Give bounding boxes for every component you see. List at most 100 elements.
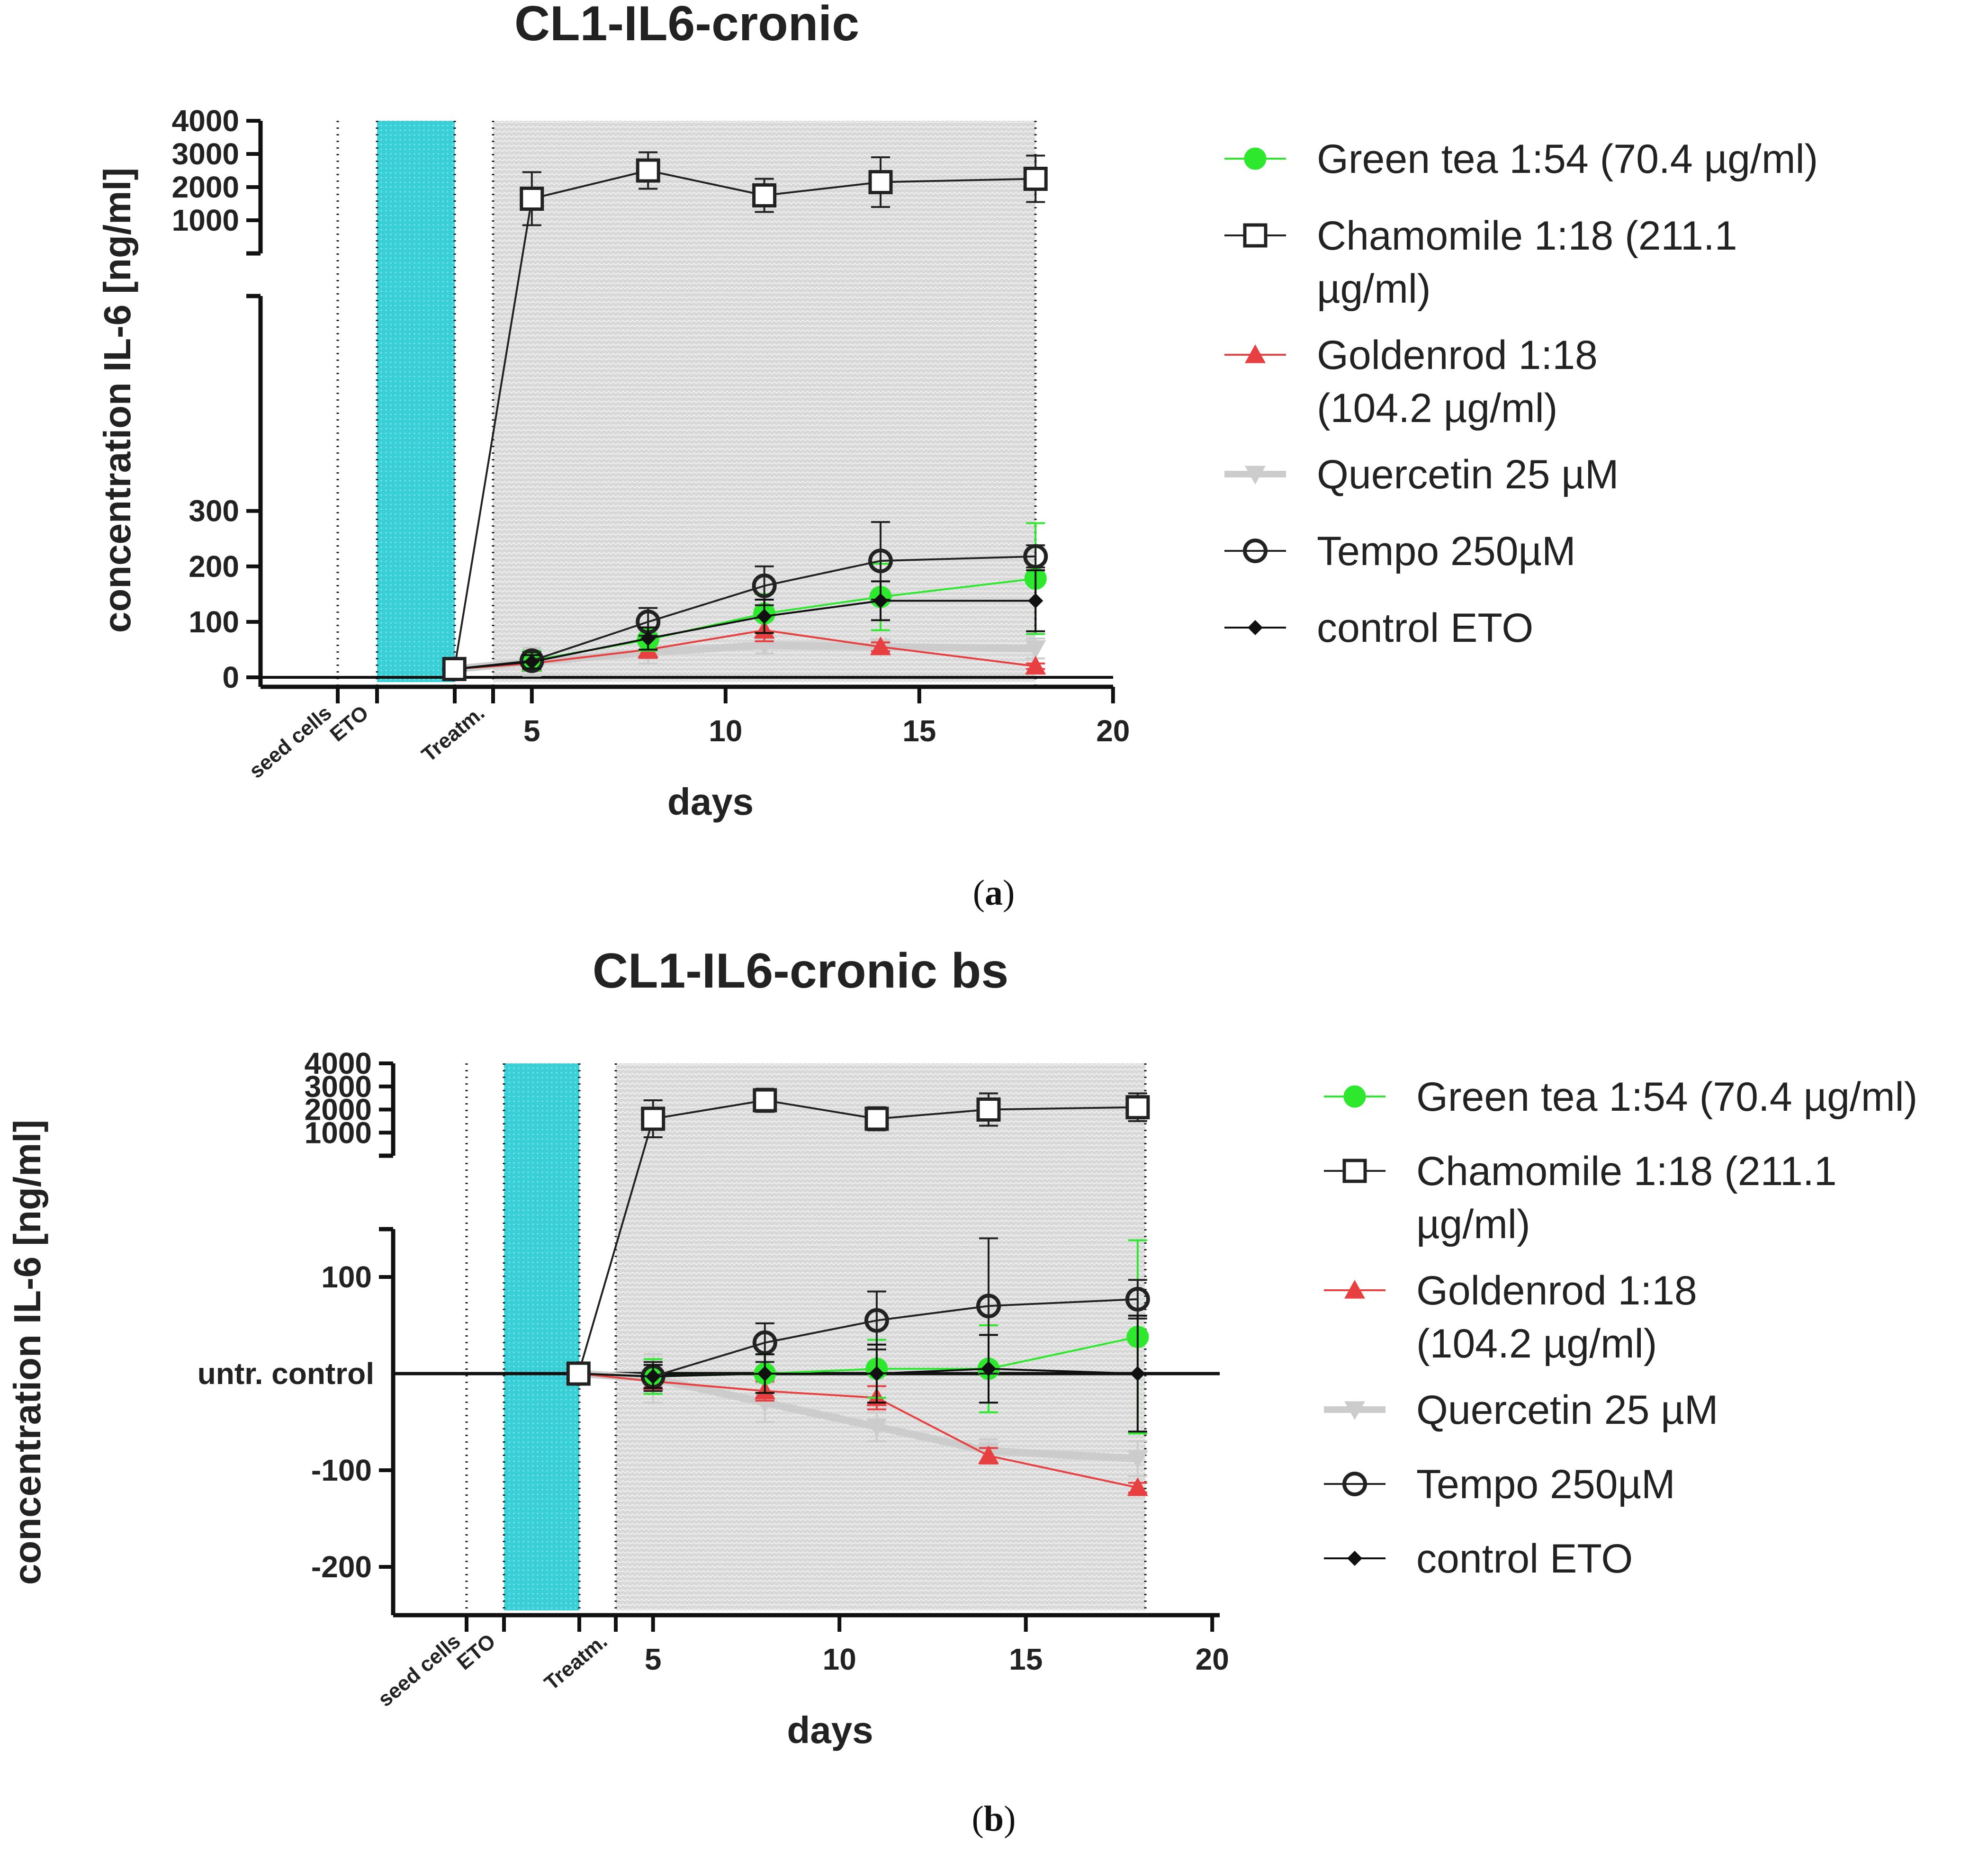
- panel-label-paren: ): [1004, 1799, 1016, 1839]
- b-series-chamomile-1-18-211-1-g-ml: [566, 1088, 1150, 1386]
- b-line-control-eto: [578, 1367, 1138, 1378]
- a-legend-label-control-eto: control ETO: [1317, 605, 1533, 651]
- b-legend-item-chamomile-1-18-211-1-g-ml: Chamomile 1:18 (211.1 µg/ml): [1324, 1149, 1837, 1247]
- b-ytick-label-200: -200: [311, 1550, 372, 1584]
- a-point-chamomile-1-18-211-1-g-ml-0: [442, 656, 467, 681]
- a-legend-item-green-tea-1-54-70-4-g-ml: Green tea 1:54 (70.4 µg/ml): [1224, 136, 1818, 182]
- a-legend-text-line: (104.2 µg/ml): [1317, 386, 1557, 431]
- b-point-control-eto-5: [1130, 1366, 1145, 1381]
- b-legend-item-green-tea-1-54-70-4-g-ml: Green tea 1:54 (70.4 µg/ml): [1324, 1074, 1917, 1120]
- a-legend-text-line: Tempo 250µM: [1317, 529, 1576, 574]
- a-point-chamomile-1-18-211-1-g-ml-5: [1023, 167, 1048, 191]
- a-legend-item-quercetin-25-m: Quercetin 25 µM: [1224, 452, 1619, 497]
- b-eto-shading: [504, 1063, 579, 1610]
- b-legend-label-goldenrod-1-18-104-2-g-ml: Goldenrod 1:18 (104.2 µg/ml): [1416, 1268, 1697, 1367]
- b-legend-label-green-tea-1-54-70-4-g-ml: Green tea 1:54 (70.4 µg/ml): [1416, 1074, 1917, 1120]
- b-legend-text-line: Quercetin 25 µM: [1416, 1387, 1718, 1433]
- b-ytick-label-2000: 2000: [305, 1093, 372, 1127]
- a-legend-text-line: Chamomile 1:18 (211.1: [1317, 213, 1737, 259]
- b-point-control-eto-3: [869, 1366, 884, 1381]
- b-legend-label-tempo-250-m: Tempo 250µM: [1416, 1462, 1675, 1507]
- panel-label-paren: ): [1003, 873, 1015, 913]
- a-ytick-label-1000: 1000: [172, 203, 239, 237]
- b-point-quercetin-25-m-5: [1127, 1450, 1148, 1469]
- a-legend-text-line: control ETO: [1317, 605, 1533, 651]
- a-point-tempo-250-m-3: [752, 573, 777, 598]
- b-legend-text-line: Goldenrod 1:18: [1416, 1268, 1697, 1313]
- panel-label-paren: (: [973, 873, 985, 913]
- a-ytick-label-3000: 3000: [172, 137, 239, 171]
- b-point-control-eto-2: [757, 1366, 773, 1381]
- b-chart-title: CL1-IL6-cronic bs: [593, 944, 1008, 998]
- a-point-chamomile-1-18-211-1-g-ml-4: [868, 170, 893, 194]
- b-y-axis-label: concentration IL-6 [ng/ml]: [6, 1120, 48, 1585]
- a-ytick-label-0: 0: [222, 660, 239, 694]
- a-point-control-eto-4: [873, 593, 888, 609]
- a-point-tempo-250-m-4: [868, 548, 893, 574]
- a-point-goldenrod-1-18-104-2-g-ml-5: [1025, 656, 1046, 675]
- b-point-tempo-250-m-2: [752, 1330, 777, 1355]
- b-legend-item-quercetin-25-m: Quercetin 25 µM: [1324, 1387, 1718, 1433]
- b-xtick-label-15: 15: [1009, 1642, 1043, 1676]
- a-line-chamomile-1-18-211-1-g-ml: [453, 169, 1036, 669]
- b-line-chamomile-1-18-211-1-g-ml: [577, 1099, 1138, 1374]
- b-phase-label-eto: ETO: [452, 1629, 500, 1674]
- a-ytick-label-200: 200: [189, 549, 239, 584]
- a-legend-text-line: Quercetin 25 µM: [1317, 452, 1619, 497]
- a-point-chamomile-1-18-211-1-g-ml-3: [752, 183, 777, 207]
- b-legend-text-line: Tempo 250µM: [1416, 1462, 1675, 1507]
- panel-label-letter: b: [984, 1799, 1004, 1839]
- a-xtick-label-20: 20: [1096, 714, 1130, 748]
- a-legend-marker-tempo-250-m: [1243, 539, 1268, 563]
- a-eto-shading: [377, 121, 455, 682]
- a-ytick-label-100: 100: [189, 605, 239, 639]
- b-legend-item-goldenrod-1-18-104-2-g-ml: Goldenrod 1:18 (104.2 µg/ml): [1324, 1268, 1697, 1367]
- a-xtick-label-10: 10: [709, 714, 742, 748]
- a-legend-marker-control-eto: [1248, 620, 1263, 635]
- panel-label-b: (b): [972, 1799, 1016, 1839]
- a-point-goldenrod-1-18-104-2-g-ml-4: [870, 636, 891, 656]
- b-point-chamomile-1-18-211-1-g-ml-2: [753, 1088, 777, 1113]
- a-legend-marker-goldenrod-1-18-104-2-g-ml: [1245, 344, 1266, 363]
- a-series-control-eto: [447, 569, 1045, 677]
- a-x-axis-label: days: [667, 781, 754, 823]
- a-legend-label-goldenrod-1-18-104-2-g-ml: Goldenrod 1:18 (104.2 µg/ml): [1317, 333, 1598, 431]
- a-ytick-label-4000: 4000: [172, 104, 239, 138]
- a-point-quercetin-25-m-5: [1025, 640, 1046, 659]
- a-legend-text-line: Green tea 1:54 (70.4 µg/ml): [1317, 136, 1818, 182]
- b-point-control-eto-4: [981, 1361, 996, 1376]
- b-phase-label-seed-cells: seed cells: [374, 1629, 465, 1711]
- b-point-chamomile-1-18-211-1-g-ml-0: [566, 1361, 591, 1386]
- a-ytick-label-2000: 2000: [172, 170, 239, 204]
- a-xtick-label-5: 5: [523, 714, 540, 748]
- b-legend-text-line: Chamomile 1:18 (211.1: [1416, 1149, 1837, 1194]
- b-point-chamomile-1-18-211-1-g-ml-1: [641, 1106, 666, 1131]
- a-point-chamomile-1-18-211-1-g-ml-2: [636, 158, 660, 183]
- b-point-tempo-250-m-3: [864, 1308, 889, 1333]
- a-phase-label-treatm: Treatm.: [417, 701, 489, 766]
- b-legend-marker-goldenrod-1-18-104-2-g-ml: [1344, 1280, 1365, 1299]
- a-point-tempo-250-m-1: [519, 648, 544, 673]
- b-xtick-label-20: 20: [1196, 1642, 1229, 1676]
- a-series-chamomile-1-18-211-1-g-ml: [442, 151, 1048, 681]
- b-point-tempo-250-m-4: [976, 1294, 1001, 1319]
- b-legend-item-control-eto: control ETO: [1324, 1536, 1633, 1582]
- b-ytick-label-4000: 4000: [305, 1046, 372, 1080]
- a-legend-label-green-tea-1-54-70-4-g-ml: Green tea 1:54 (70.4 µg/ml): [1317, 136, 1818, 182]
- a-ytick-label-300: 300: [189, 494, 239, 528]
- b-point-chamomile-1-18-211-1-g-ml-5: [1125, 1095, 1150, 1120]
- a-line-control-eto: [454, 600, 1036, 670]
- a-legend-label-quercetin-25-m: Quercetin 25 µM: [1317, 452, 1619, 497]
- panel-b-chart: CL1-IL6-cronic bs untr. control -200 -100 10…: [6, 944, 1917, 1839]
- a-line-goldenrod-1-18-104-2-g-ml: [454, 629, 1036, 670]
- a-legend-item-tempo-250-m: Tempo 250µM: [1224, 529, 1576, 574]
- a-legend-text-line: µg/ml): [1317, 266, 1431, 312]
- a-legend-marker-quercetin-25-m: [1245, 466, 1266, 485]
- a-legend-label-tempo-250-m: Tempo 250µM: [1317, 529, 1576, 574]
- a-point-control-eto-2: [640, 631, 656, 647]
- a-point-tempo-250-m-5: [1023, 544, 1048, 569]
- b-point-tempo-250-m-5: [1125, 1286, 1150, 1312]
- panel-a-chart: CL1-IL6-cronic 0 100 200 300 1000200030004000…: [96, 0, 1818, 913]
- a-legend-label-chamomile-1-18-211-1-g-ml: Chamomile 1:18 (211.1 µg/ml): [1317, 213, 1737, 312]
